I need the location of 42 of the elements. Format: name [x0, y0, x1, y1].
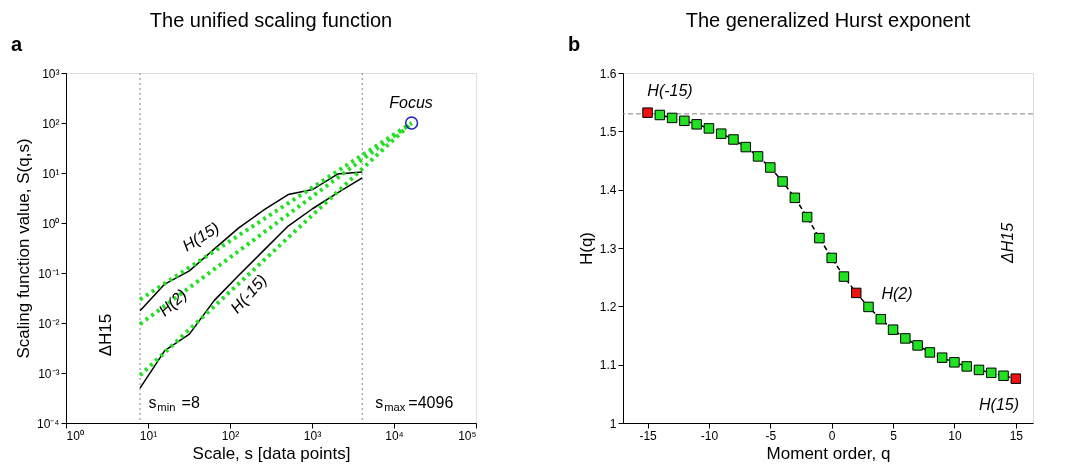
y-axis-title: H(q)	[576, 231, 596, 266]
chart-title: The unified scaling function	[149, 9, 393, 31]
text: a	[11, 33, 23, 55]
annotation: Focus	[389, 94, 433, 111]
annotation: H(-15)	[647, 82, 693, 99]
y-tick-label: 1.4	[599, 183, 617, 198]
x-tick-label: 10⁵	[458, 428, 477, 443]
x-tick-label: 5	[890, 428, 898, 443]
x-tick-label: 15	[1009, 428, 1024, 443]
annotation: H(15)	[978, 396, 1020, 413]
x-axis-title: Scale, s [data points]	[192, 443, 351, 463]
y-tick-label: 10⁰	[42, 216, 60, 231]
y-tick-label: 10¹	[42, 166, 60, 181]
y-tick-label: 1.2	[599, 299, 617, 314]
annotation: H(2)	[881, 285, 913, 302]
x-tick-label: 10⁰	[66, 428, 84, 443]
y-tick-label: 10⁻²	[38, 316, 60, 331]
y-tick-label: 1.6	[599, 66, 617, 81]
x-tick-label: 10²	[221, 428, 240, 443]
chart-title: The generalized Hurst exponent	[685, 9, 971, 31]
y-tick-label: 10⁻¹	[38, 266, 60, 281]
y-axis-title: Scaling function value, S(q,s)	[14, 138, 33, 359]
x-tick-label: -5	[765, 428, 777, 443]
x-tick-label: 10	[948, 428, 962, 443]
x-axis-title: Moment order, q	[766, 443, 891, 463]
y-tick-label: 1	[609, 416, 617, 431]
x-tick-label: 0	[828, 428, 836, 443]
annotation: ΔH15	[96, 313, 115, 357]
x-tick-label: 10⁴	[385, 428, 404, 443]
y-tick-label: 10²	[42, 116, 60, 131]
text: b	[568, 33, 581, 55]
annotation: ΔH15	[999, 222, 1016, 265]
x-tick-label: 10³	[303, 428, 322, 443]
y-tick-label: 1.5	[599, 124, 617, 139]
y-tick-label: 1.1	[599, 358, 617, 373]
y-tick-label: 10⁻⁴	[36, 416, 60, 431]
y-tick-label: 10³	[42, 66, 60, 81]
y-tick-label: 10⁻³	[38, 366, 60, 381]
x-tick-label: -15	[639, 428, 658, 443]
y-tick-label: 1.3	[599, 241, 617, 256]
x-tick-label: 10¹	[139, 428, 158, 443]
x-tick-label: -10	[700, 428, 719, 443]
